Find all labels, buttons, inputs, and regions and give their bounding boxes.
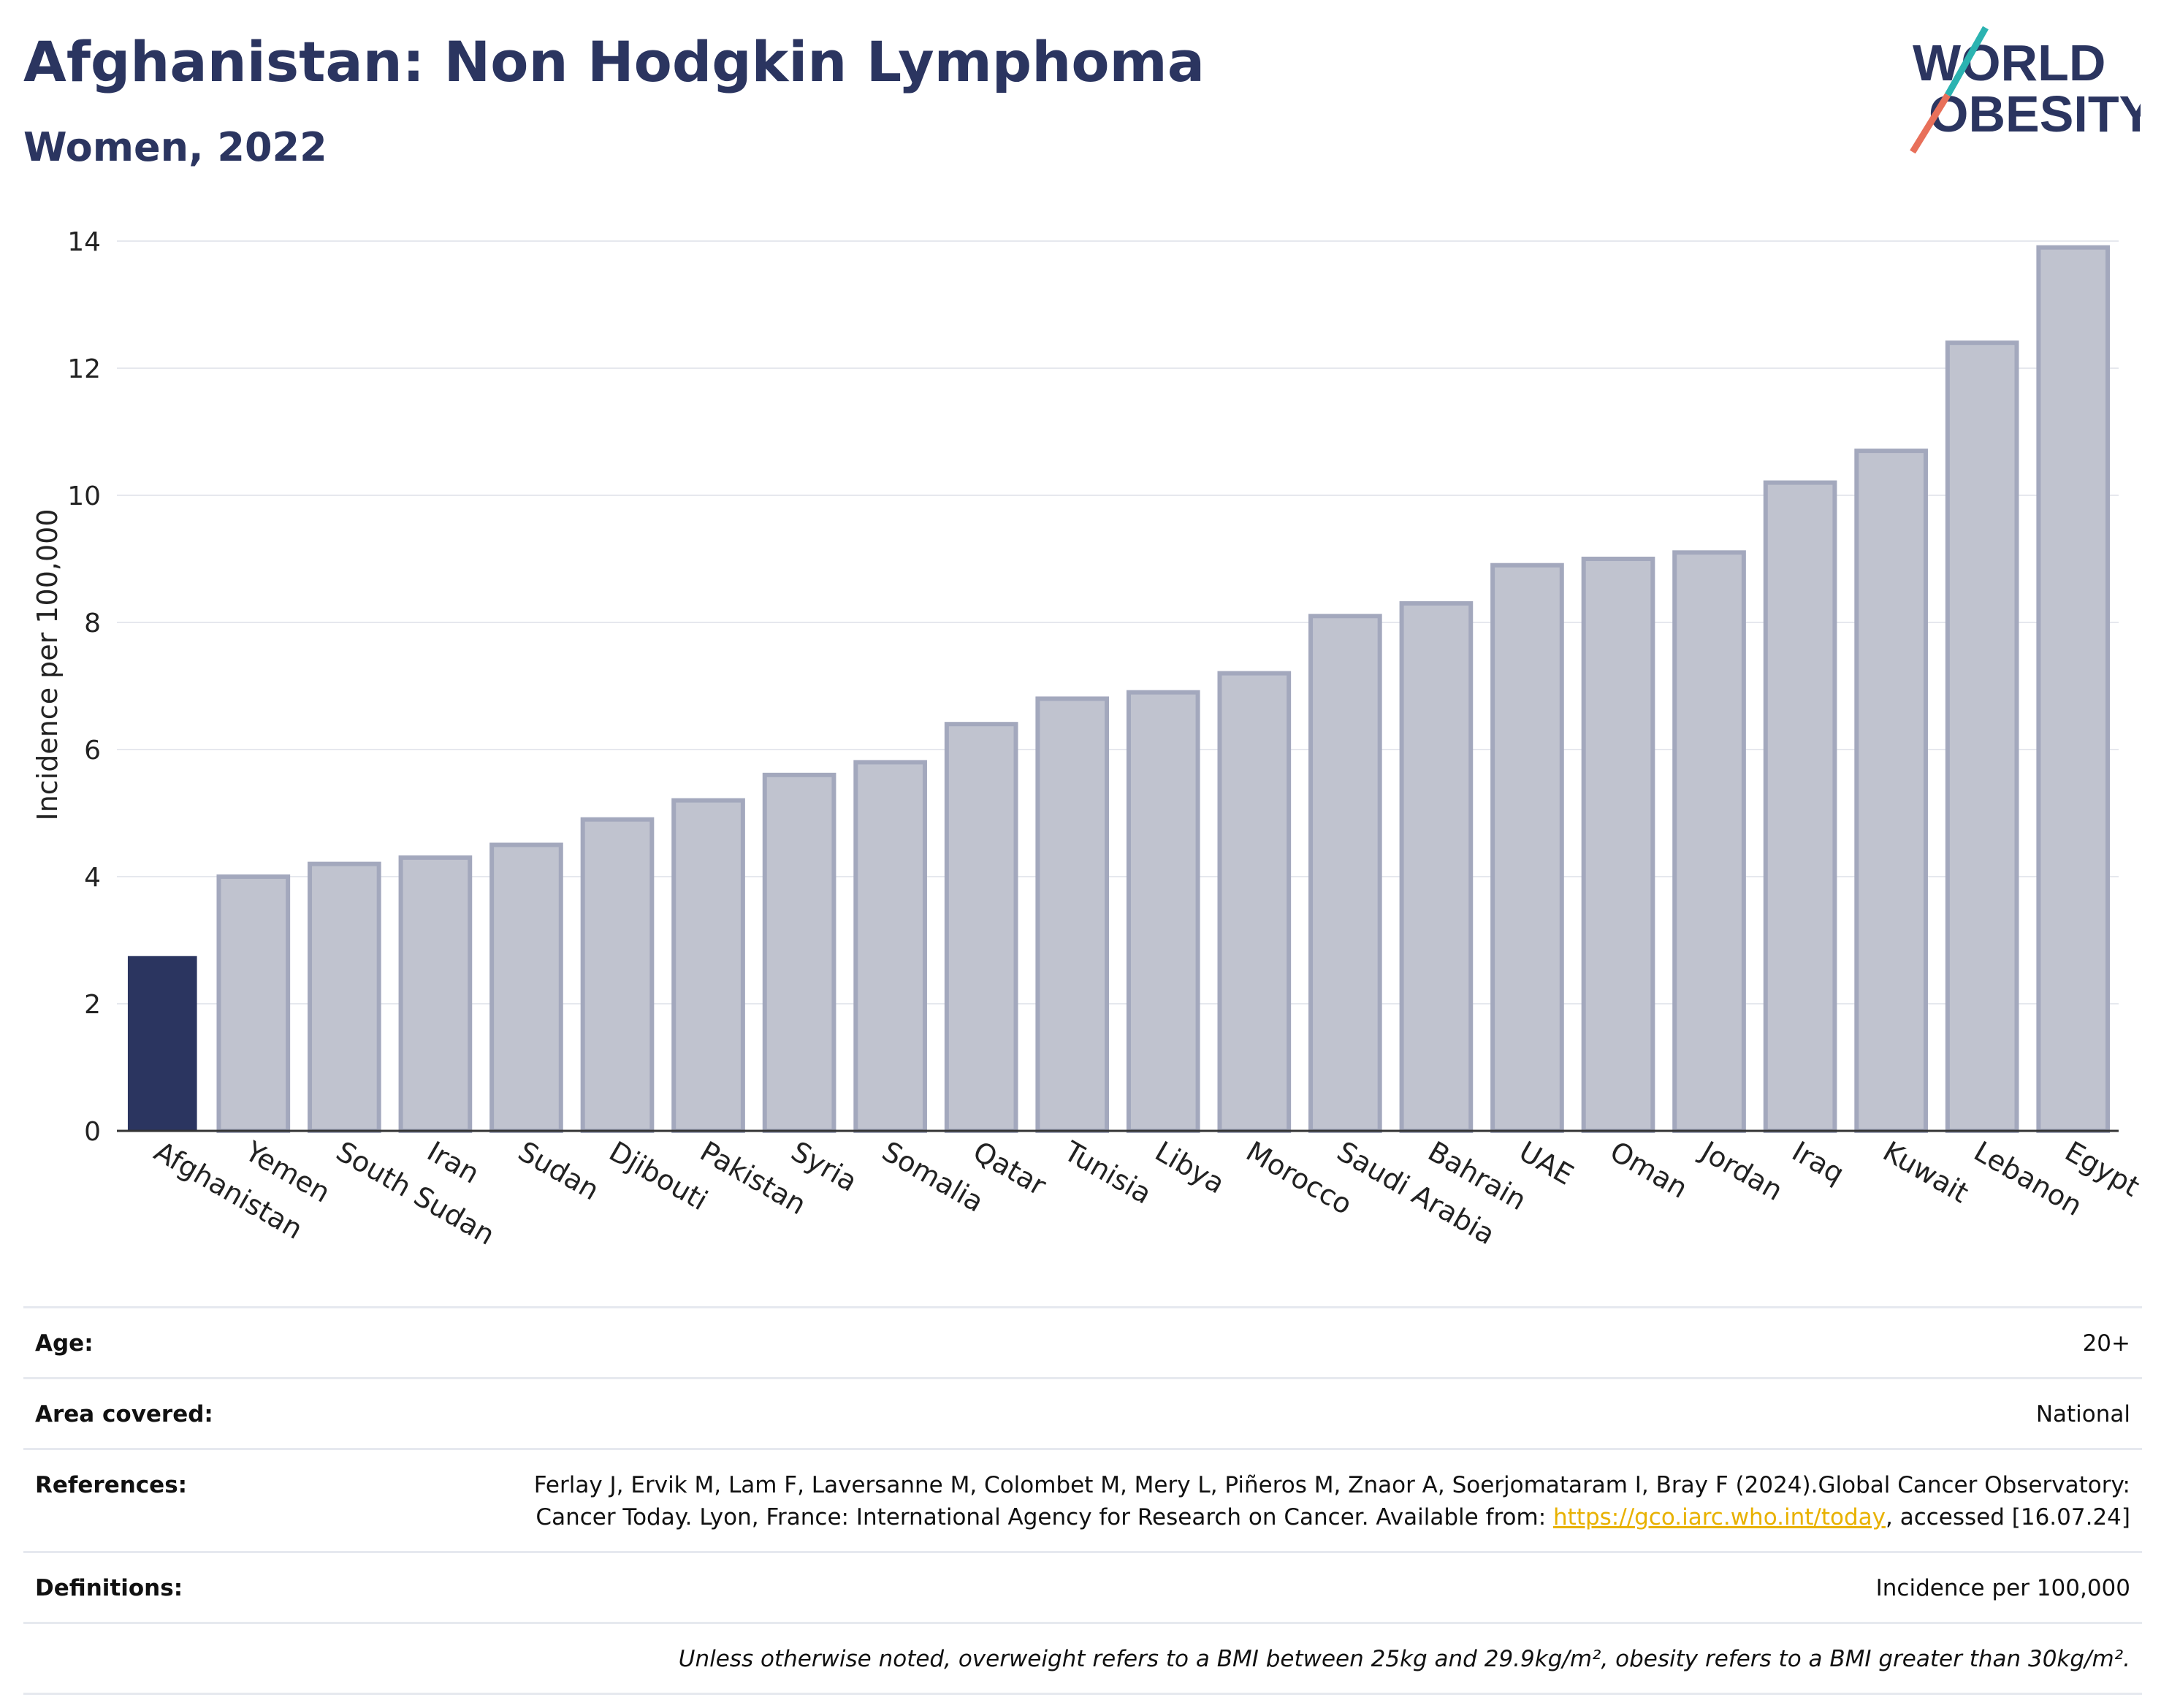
area-label: Area covered: [35, 1401, 213, 1427]
bar [2036, 245, 2111, 1134]
bar [308, 861, 381, 1133]
bar [489, 842, 563, 1133]
bar [1126, 690, 1200, 1133]
x-tick-label: UAE [1514, 1135, 1579, 1192]
info-row-definitions: Definitions: Incidence per 100,000 [23, 1553, 2142, 1624]
info-row-age: Age: 20+ [23, 1308, 2142, 1379]
page-title: Afghanistan: Non Hodgkin Lymphoma [23, 29, 1205, 94]
bar [216, 874, 291, 1133]
bar [1854, 449, 1928, 1133]
info-row-references: References: Ferlay J, Ervik M, Lam F, La… [23, 1450, 2142, 1553]
definitions-value: Incidence per 100,000 [1875, 1575, 2130, 1601]
x-tick-label: Tunisia [1058, 1135, 1156, 1211]
bar [671, 798, 745, 1133]
info-row-area: Area covered: National [23, 1379, 2142, 1450]
definitions-label: Definitions: [35, 1575, 183, 1601]
info-row-note: Unless otherwise noted, overweight refer… [23, 1624, 2142, 1695]
x-tick-label: Sudan [513, 1135, 605, 1207]
age-label: Age: [35, 1330, 94, 1357]
y-axis-ticks: 0 2 4 6 8 10 12 14 [67, 227, 101, 1147]
y-tick-label: 2 [84, 990, 101, 1020]
age-value: 20+ [2082, 1330, 2130, 1357]
y-tick-label: 10 [67, 481, 101, 511]
x-tick-label: Somalia [877, 1135, 989, 1219]
info-table: Age: 20+ Area covered: National Referenc… [23, 1306, 2142, 1695]
bar [1399, 601, 1474, 1133]
x-tick-label: Oman [1605, 1135, 1693, 1205]
area-value: National [2035, 1401, 2130, 1427]
y-tick-label: 12 [67, 354, 101, 384]
x-tick-label: Iraq [1787, 1135, 1850, 1190]
bar [1217, 671, 1292, 1133]
x-tick-label: Djibouti [604, 1135, 714, 1217]
x-tick-label: Jordan [1694, 1135, 1788, 1208]
y-tick-label: 0 [84, 1117, 101, 1147]
bar [853, 760, 927, 1134]
references-text-end: , accessed [16.07.24] [1885, 1504, 2130, 1530]
x-tick-label: Iran [422, 1135, 484, 1190]
y-axis-label: Incidence per 100,000 [31, 508, 64, 820]
y-tick-label: 8 [84, 609, 101, 638]
y-tick-label: 6 [84, 736, 101, 766]
bar [580, 817, 655, 1133]
bar-highlight [127, 956, 197, 1131]
x-tick-label: Kuwait [1878, 1135, 1974, 1210]
references-label: References: [35, 1472, 188, 1498]
bar [944, 722, 1018, 1133]
references-value: Ferlay J, Ervik M, Lam F, Laversanne M, … [494, 1469, 2130, 1533]
bar [1035, 696, 1110, 1133]
references-text: Ferlay J, Ervik M, Lam F, Laversanne M, … [533, 1472, 2130, 1530]
bar [1581, 557, 1655, 1133]
bar [1672, 550, 1746, 1133]
svg-text:OBESITY: OBESITY [1929, 85, 2141, 142]
world-obesity-logo: WORLD OBESITY [1910, 26, 2141, 153]
y-tick-label: 14 [67, 227, 101, 257]
bar [398, 855, 473, 1134]
x-tick-label: Libya [1150, 1135, 1230, 1200]
x-tick-label: South Sudan [331, 1135, 500, 1251]
bar [762, 772, 836, 1134]
page-subtitle: Women, 2022 [23, 124, 327, 170]
bmi-note: Unless otherwise noted, overweight refer… [678, 1646, 2130, 1672]
bar [1945, 340, 2019, 1134]
y-tick-label: 4 [84, 863, 101, 893]
svg-text:WORLD: WORLD [1913, 34, 2105, 91]
references-link[interactable]: https://gco.iarc.who.int/today [1553, 1504, 1886, 1530]
bars [127, 245, 2111, 1134]
bar [1490, 563, 1564, 1133]
bar [1308, 614, 1382, 1133]
bar [1763, 480, 1837, 1133]
